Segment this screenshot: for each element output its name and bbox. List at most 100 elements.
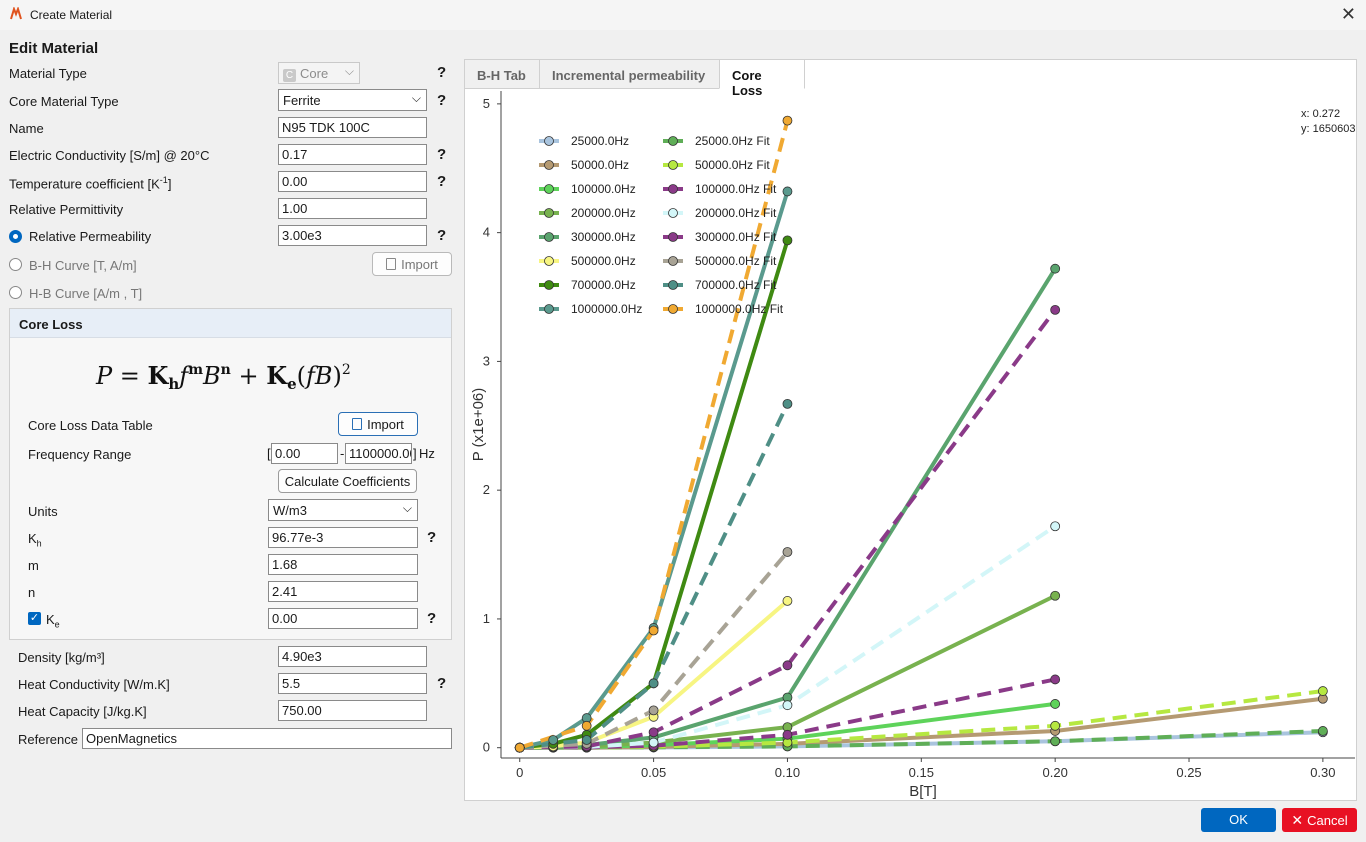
help-icon[interactable]: ? — [437, 64, 447, 81]
legend-label: 100000.0Hz — [571, 182, 636, 196]
legend-label: 25000.0Hz Fit — [695, 134, 770, 148]
y-tick-label: 2 — [483, 482, 490, 497]
hb-curve-radio[interactable] — [9, 286, 22, 299]
legend-marker — [668, 184, 678, 194]
bh-import-button[interactable]: Import — [372, 252, 452, 276]
series-line — [519, 308, 1057, 750]
data-point — [782, 235, 793, 246]
reference-label: Reference — [18, 732, 78, 747]
chevron-down-icon: ⌵ — [411, 91, 421, 105]
data-point — [1050, 263, 1061, 274]
permeability-field[interactable]: 3.00e3 — [278, 225, 427, 246]
legend-label: 700000.0Hz Fit — [695, 278, 777, 292]
data-point — [1050, 699, 1061, 709]
legend-label: 200000.0Hz — [571, 206, 636, 220]
help-icon[interactable]: ? — [437, 92, 447, 109]
frequency-max-field[interactable]: 1100000.00 — [345, 443, 412, 464]
legend-label: 100000.0Hz Fit — [695, 182, 777, 196]
temp-coef-label: Temperature coefficient [K-1] — [9, 175, 172, 192]
permittivity-label: Relative Permittivity — [9, 202, 124, 217]
tab-incremental-permeability[interactable]: Incremental permeability — [539, 59, 720, 89]
legend-marker — [668, 136, 678, 146]
kh-field[interactable]: 96.77e-3 — [268, 527, 418, 548]
name-field[interactable]: N95 TDK 100C — [278, 117, 427, 138]
data-point — [581, 720, 592, 731]
series-line — [519, 267, 1057, 750]
n-field[interactable]: 2.41 — [268, 581, 418, 602]
calculate-coefficients-button[interactable]: Calculate Coefficients — [278, 469, 417, 493]
data-point — [581, 735, 592, 745]
legend-label: 1000000.0Hz Fit — [695, 302, 784, 316]
heat-capacity-label: Heat Capacity [J/kg.K] — [18, 704, 147, 719]
cancel-button[interactable]: ✕ Cancel — [1282, 808, 1357, 832]
legend-marker — [668, 256, 678, 266]
svg-text:P = KhfmBn + Ke(fB)2: P = KhfmBn + Ke(fB)2 — [95, 361, 351, 393]
material-type-select: C Core ⌵ — [278, 62, 360, 84]
ke-checkbox[interactable]: ✓ — [28, 612, 41, 625]
frequency-unit: Hz — [419, 446, 435, 461]
core-icon: C — [283, 69, 296, 82]
bh-curve-label: B-H Curve [T, A/m] — [29, 258, 137, 273]
y-axis-label: P (x1e+06) — [470, 388, 487, 462]
legend-marker — [668, 208, 678, 218]
data-point — [782, 660, 793, 671]
material-type-value: Core — [300, 66, 329, 81]
density-field[interactable]: 4.90e3 — [278, 646, 427, 667]
cancel-x-icon: ✕ — [1291, 812, 1304, 828]
legend-label: 700000.0Hz — [571, 278, 636, 292]
reference-field[interactable]: OpenMagnetics — [82, 728, 452, 749]
chart-panel — [464, 59, 1357, 801]
legend-label: 50000.0Hz Fit — [695, 158, 770, 172]
help-icon[interactable]: ? — [437, 173, 447, 190]
help-icon[interactable]: ? — [427, 610, 437, 627]
x-tick-label: 0.30 — [1310, 765, 1335, 780]
data-point — [1317, 726, 1328, 736]
permittivity-field[interactable]: 1.00 — [278, 198, 427, 219]
core-material-type-select[interactable]: Ferrite ⌵ — [278, 89, 427, 111]
core-loss-chart[interactable]: 0 0.05 0.10 0.15 0.20 0.25 0.30 0 1 2 3 4 5 B[T] P (x1… — [465, 89, 1356, 800]
ok-button[interactable]: OK — [1201, 808, 1276, 832]
permeability-radio[interactable] — [9, 230, 22, 243]
data-point — [1050, 736, 1061, 747]
tab-core-loss[interactable]: Core Loss — [719, 59, 805, 98]
conductivity-field[interactable]: 0.17 — [278, 144, 427, 165]
m-field[interactable]: 1.68 — [268, 554, 418, 575]
units-select[interactable]: W/m3 ⌵ — [268, 499, 418, 521]
kh-label: Kh — [28, 531, 42, 549]
legend-label: 200000.0Hz Fit — [695, 206, 777, 220]
legend-label: 50000.0Hz — [571, 158, 629, 172]
temp-coef-field[interactable]: 0.00 — [278, 171, 427, 192]
import-file-icon — [352, 418, 363, 430]
help-icon[interactable]: ? — [437, 227, 447, 244]
legend-marker — [668, 280, 678, 290]
x-tick-label: 0.15 — [909, 765, 934, 780]
density-label: Density [kg/m³] — [18, 650, 105, 665]
n-label: n — [28, 585, 36, 600]
data-point — [782, 186, 793, 197]
core-loss-equation: P = KhfmBn + Ke(fB)2 — [95, 361, 351, 393]
import-file-icon — [386, 258, 397, 270]
help-icon[interactable]: ? — [437, 146, 447, 163]
x-tick-label: 0.25 — [1176, 765, 1201, 780]
data-point — [782, 547, 793, 557]
frequency-min-field[interactable]: 0.00 — [271, 443, 338, 464]
y-tick-label: 0 — [483, 740, 490, 755]
y-tick-label: 1 — [483, 611, 490, 626]
heat-conductivity-label: Heat Conductivity [W/m.K] — [18, 677, 170, 692]
help-icon[interactable]: ? — [427, 529, 437, 546]
close-icon[interactable]: ✕ — [1340, 4, 1356, 24]
frequency-range-label: Frequency Range — [28, 447, 132, 462]
x-tick-label: 0.20 — [1043, 765, 1068, 780]
heat-conductivity-field[interactable]: 5.5 — [278, 673, 427, 694]
legend-label: 300000.0Hz — [571, 230, 636, 244]
legend-marker — [668, 304, 678, 314]
help-icon[interactable]: ? — [437, 675, 447, 692]
form-heading: Edit Material — [9, 40, 99, 57]
ke-field[interactable]: 0.00 — [268, 608, 418, 629]
ke-label: Ke — [46, 612, 60, 630]
bh-curve-radio[interactable] — [9, 258, 22, 271]
core-loss-import-button[interactable]: Import — [338, 412, 418, 436]
window-title: Create Material — [30, 8, 113, 22]
tab-bh[interactable]: B-H Tab — [464, 59, 540, 89]
heat-capacity-field[interactable]: 750.00 — [278, 700, 427, 721]
